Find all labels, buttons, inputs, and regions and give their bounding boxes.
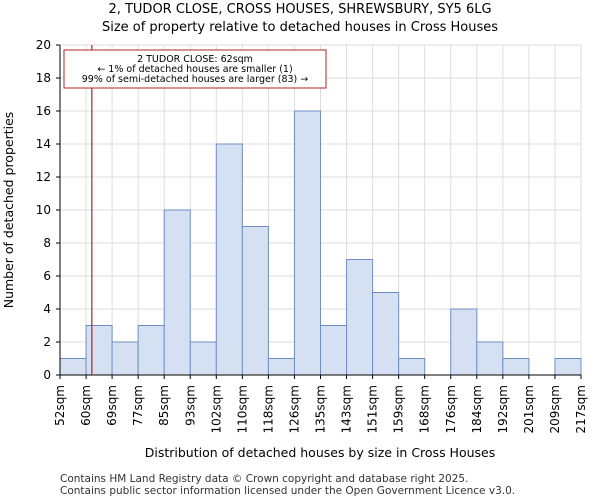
y-tick-label: 2 — [43, 335, 51, 349]
footer-copyright: Contains HM Land Registry data © Crown c… — [60, 473, 469, 485]
histogram-bar — [59, 358, 87, 376]
histogram-bar — [267, 358, 295, 376]
x-tick-label: 110sqm — [235, 385, 249, 433]
histogram-bar — [346, 259, 374, 376]
y-tick-label: 8 — [43, 236, 51, 250]
y-axis-label: Number of detached properties — [1, 112, 16, 309]
y-tick-label: 0 — [43, 368, 51, 382]
x-tick-label: 85sqm — [157, 385, 171, 426]
x-tick-label: 102sqm — [209, 385, 223, 433]
x-tick-label: 69sqm — [105, 385, 119, 426]
histogram-bar — [215, 143, 243, 376]
y-tick-label: 6 — [43, 269, 51, 283]
histogram-bar — [189, 341, 217, 376]
x-tick-label: 60sqm — [79, 385, 93, 426]
x-tick-label: 118sqm — [261, 385, 275, 433]
annotation-line-1: 2 TUDOR CLOSE: 62sqm — [137, 54, 253, 65]
x-tick-label: 192sqm — [496, 385, 510, 433]
y-tick-label: 14 — [36, 137, 51, 151]
chart-subtitle: Size of property relative to detached ho… — [101, 20, 499, 35]
histogram-bar — [502, 358, 530, 376]
y-tick-label: 12 — [36, 170, 51, 184]
histogram-bar — [554, 358, 582, 376]
x-tick-label: 143sqm — [340, 385, 354, 433]
x-tick-label: 201sqm — [522, 385, 536, 433]
annotation-box — [63, 49, 327, 89]
x-tick-label: 126sqm — [287, 385, 301, 433]
x-tick-label: 93sqm — [183, 385, 197, 426]
x-tick-label: 159sqm — [392, 385, 406, 433]
x-tick-label: 217sqm — [574, 385, 588, 433]
histogram-bar — [372, 292, 400, 376]
histogram-bar — [111, 341, 139, 376]
footer-licence: Contains public sector information licen… — [60, 485, 516, 497]
histogram-bar — [476, 341, 504, 376]
x-tick-label: 184sqm — [470, 385, 484, 433]
y-tick-label: 16 — [36, 104, 51, 118]
x-tick-label: 168sqm — [418, 385, 432, 433]
annotation-line-2: ← 1% of detached houses are smaller (1) — [97, 64, 292, 75]
histogram-bar — [320, 325, 348, 376]
x-tick-label: 176sqm — [444, 385, 458, 433]
annotation-line-3: 99% of semi-detached houses are larger (… — [82, 74, 309, 85]
x-tick-label: 52sqm — [53, 385, 67, 426]
chart-title: 2, TUDOR CLOSE, CROSS HOUSES, SHREWSBURY… — [108, 2, 492, 17]
x-tick-label: 209sqm — [548, 385, 562, 433]
x-tick-label: 151sqm — [366, 385, 380, 433]
histogram-bar — [241, 226, 269, 376]
x-axis-label: Distribution of detached houses by size … — [145, 445, 496, 460]
y-tick-label: 20 — [36, 38, 51, 52]
histogram-bar — [85, 325, 113, 376]
y-tick-label: 10 — [36, 203, 51, 217]
histogram-bar — [137, 325, 165, 376]
histogram-bar — [450, 308, 478, 376]
histogram-bar — [293, 110, 322, 376]
y-tick-label: 18 — [36, 71, 51, 85]
histogram-bar — [398, 358, 426, 376]
x-tick-label: 135sqm — [314, 385, 328, 433]
histogram-bar — [163, 209, 191, 376]
y-tick-label: 4 — [43, 302, 51, 316]
x-tick-label: 77sqm — [131, 385, 145, 426]
